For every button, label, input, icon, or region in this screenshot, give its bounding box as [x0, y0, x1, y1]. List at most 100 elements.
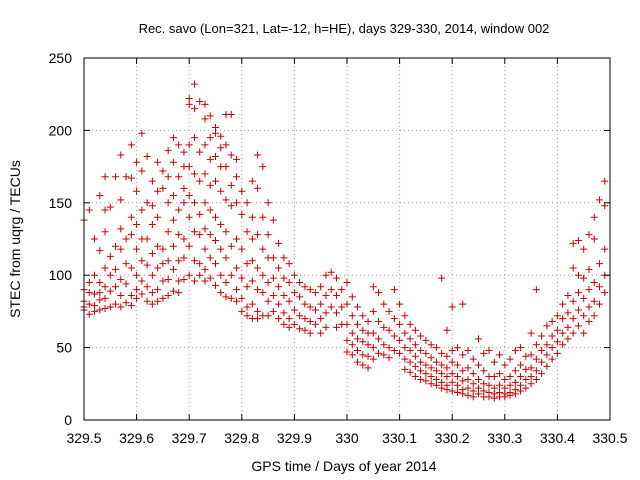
data-point — [369, 344, 377, 352]
data-point — [569, 239, 577, 247]
data-point — [332, 291, 340, 299]
data-point — [438, 384, 446, 392]
data-point — [180, 148, 188, 156]
data-point — [538, 346, 546, 354]
data-point — [327, 303, 335, 311]
data-point — [453, 361, 461, 369]
data-point — [401, 365, 409, 373]
data-point — [396, 320, 404, 328]
data-point — [401, 312, 409, 320]
data-point — [601, 202, 609, 210]
data-point — [222, 141, 230, 149]
data-point — [538, 358, 546, 366]
data-point — [159, 245, 167, 253]
data-point — [122, 280, 130, 288]
data-point — [306, 329, 314, 337]
data-point — [233, 235, 241, 243]
data-point — [275, 315, 283, 323]
data-point — [96, 289, 104, 297]
data-point — [254, 307, 262, 315]
data-point — [290, 289, 298, 297]
data-point — [569, 329, 577, 337]
data-point — [117, 303, 125, 311]
data-point — [222, 163, 230, 171]
data-point — [490, 394, 498, 402]
data-point — [143, 261, 151, 269]
data-point — [354, 335, 362, 343]
data-point — [206, 231, 214, 239]
data-point — [148, 300, 156, 308]
data-point — [422, 377, 430, 385]
data-point — [301, 326, 309, 334]
data-point — [306, 286, 314, 294]
data-point — [264, 312, 272, 320]
data-point — [469, 355, 477, 363]
data-point — [185, 213, 193, 221]
data-point — [532, 367, 540, 375]
data-point — [517, 361, 525, 369]
data-point — [254, 286, 262, 294]
data-point — [248, 300, 256, 308]
data-point — [401, 355, 409, 363]
data-point — [101, 228, 109, 236]
data-point — [406, 320, 414, 328]
data-point — [112, 283, 120, 291]
data-point — [385, 354, 393, 362]
data-point — [459, 300, 467, 308]
data-point — [285, 278, 293, 286]
data-point — [417, 375, 425, 383]
data-point — [227, 110, 235, 118]
data-point — [217, 245, 225, 253]
data-point — [159, 260, 167, 268]
data-point — [122, 173, 130, 181]
data-point — [159, 167, 167, 175]
data-point — [227, 242, 235, 250]
data-point — [133, 294, 141, 302]
data-point — [212, 152, 219, 160]
data-point — [411, 352, 419, 360]
data-point — [227, 271, 235, 279]
data-point — [296, 278, 304, 286]
data-point — [348, 351, 356, 359]
data-point — [327, 268, 335, 276]
data-point — [190, 257, 198, 265]
data-point — [206, 274, 214, 282]
data-point — [285, 260, 293, 268]
y-tick-label: 150 — [49, 195, 73, 211]
data-point — [359, 338, 367, 346]
data-point — [206, 206, 214, 214]
data-point — [443, 386, 451, 394]
data-point — [364, 341, 372, 349]
data-point — [217, 271, 225, 279]
data-point — [569, 264, 577, 272]
data-point — [96, 278, 104, 286]
data-point — [448, 378, 456, 386]
x-axis-title: GPS time / Days of year 2014 — [251, 458, 436, 474]
data-point — [201, 245, 209, 253]
data-point — [501, 393, 509, 401]
data-point — [201, 225, 209, 233]
data-point — [190, 105, 198, 113]
data-point — [169, 216, 177, 224]
data-point — [601, 245, 609, 253]
data-point — [190, 277, 198, 285]
data-point — [248, 213, 256, 221]
data-point — [290, 320, 298, 328]
data-point — [296, 325, 304, 333]
data-point — [280, 254, 288, 262]
data-point — [254, 151, 262, 159]
x-tick-label: 329.9 — [277, 430, 312, 446]
data-point — [580, 312, 588, 320]
data-point — [532, 375, 540, 383]
data-point — [233, 199, 241, 207]
data-point — [91, 271, 99, 279]
data-point — [390, 286, 398, 294]
data-point — [480, 349, 488, 357]
data-point — [511, 390, 519, 398]
data-point — [527, 351, 535, 359]
data-point — [164, 291, 172, 299]
data-point — [517, 344, 525, 352]
data-point — [475, 375, 482, 383]
data-point — [248, 235, 256, 243]
data-point — [332, 274, 340, 282]
